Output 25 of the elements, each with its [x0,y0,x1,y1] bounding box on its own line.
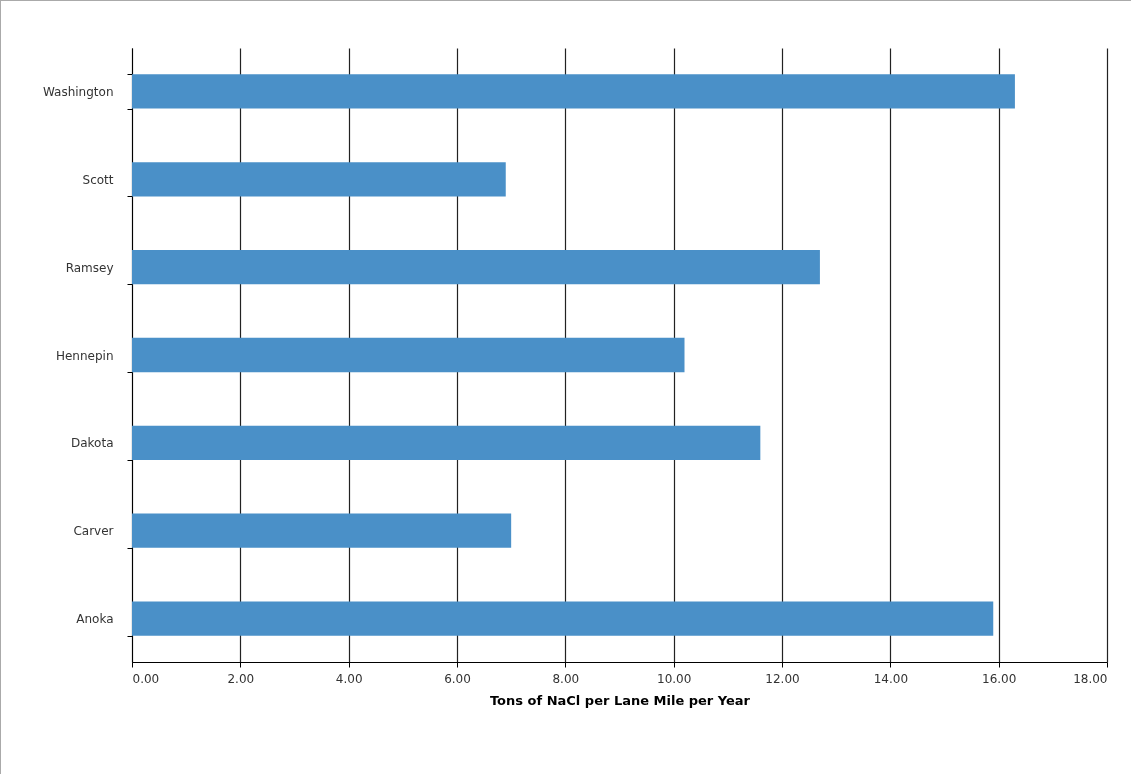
bar [132,162,506,197]
y-tick-label: Ramsey [65,260,114,275]
bar [132,74,1015,109]
bar [132,250,820,285]
x-tick-label: 0.00 [132,671,160,686]
x-tick-label: 4.00 [335,671,363,686]
y-tick-label: Anoka [76,612,114,627]
bar [132,425,761,460]
x-tick-label: 8.00 [552,671,580,686]
x-tick-label: 10.00 [656,671,692,686]
y-tick-label: Dakota [70,436,114,451]
x-tick-label: 18.00 [1073,671,1108,686]
x-tick-label: 12.00 [765,671,800,686]
x-axis-title: Tons of NaCl per Lane Mile per Year [489,692,751,708]
x-tick-label: 16.00 [981,671,1017,686]
x-tick-label: 14.00 [873,671,909,686]
bar [132,513,512,548]
y-tick-label: Carver [73,524,114,539]
x-tick-label: 6.00 [444,671,471,686]
y-tick-label: Scott [82,172,114,187]
y-tick-label: Washington [42,84,114,99]
x-tick-label: 2.00 [227,671,255,686]
y-tick-label: Hennepin [55,348,114,363]
bar [132,601,994,636]
bar [132,337,685,373]
